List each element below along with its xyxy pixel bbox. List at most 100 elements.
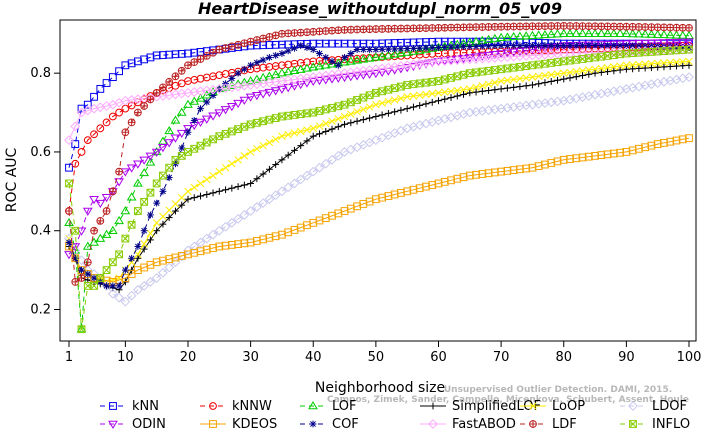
x-tick-label: 60 (430, 350, 447, 365)
data-point (434, 179, 443, 188)
data-point (158, 267, 168, 278)
data-point (370, 52, 381, 61)
data-point (309, 218, 318, 227)
data-point (233, 99, 243, 109)
x-tick-label: 50 (368, 350, 385, 365)
data-point (178, 144, 186, 152)
data-point (132, 284, 143, 295)
data-point (114, 292, 125, 303)
data-point (102, 79, 111, 87)
data-point (666, 63, 674, 70)
data-point (328, 117, 336, 125)
data-point (126, 290, 137, 301)
data-point (584, 54, 593, 63)
data-point (508, 48, 519, 57)
data-point (147, 236, 154, 244)
data-point (672, 58, 681, 66)
data-point (202, 138, 211, 147)
data-point (584, 152, 593, 161)
data-point (566, 74, 574, 82)
data-point (334, 61, 342, 69)
data-point (278, 29, 286, 38)
data-point (409, 185, 418, 194)
data-point (83, 281, 92, 290)
data-point (272, 161, 280, 168)
data-point (190, 48, 199, 57)
data-point (220, 221, 231, 232)
x-tick-label: 10 (117, 350, 134, 365)
data-point (428, 98, 436, 106)
data-point (321, 27, 330, 35)
data-point (152, 258, 161, 267)
data-point (327, 154, 337, 165)
data-point (672, 46, 681, 55)
data-point (95, 199, 106, 209)
data-point (114, 215, 124, 225)
data-point (652, 39, 663, 48)
data-point (622, 49, 631, 58)
data-point (489, 33, 500, 42)
data-point (128, 254, 136, 262)
data-point (378, 87, 387, 96)
data-point (334, 123, 342, 131)
data-point (616, 148, 625, 157)
x-tick-label: 30 (242, 350, 259, 365)
data-point (139, 280, 150, 291)
data-point (328, 26, 336, 35)
data-point (553, 157, 562, 166)
data-point (90, 274, 98, 282)
x-tick-label: 1 (65, 350, 73, 365)
data-point (616, 66, 624, 74)
data-point (396, 48, 406, 57)
legend-item-odin: ODIN (100, 417, 166, 432)
data-point (64, 217, 74, 227)
data-point (603, 63, 612, 72)
data-point (647, 48, 656, 56)
data-point (221, 44, 230, 52)
data-point (397, 189, 405, 197)
data-point (146, 229, 155, 238)
data-point (565, 28, 575, 38)
data-point (246, 238, 255, 247)
data-point (641, 64, 649, 72)
data-point (677, 30, 688, 39)
data-point (127, 270, 136, 278)
data-point (190, 117, 198, 124)
data-point (371, 195, 380, 204)
data-point (159, 212, 167, 221)
data-point (308, 166, 319, 177)
data-point (96, 85, 105, 93)
data-point (184, 250, 192, 259)
data-point (390, 96, 399, 104)
data-point (289, 178, 300, 189)
data-point (159, 83, 167, 92)
data-point (572, 42, 580, 50)
data-point (465, 23, 474, 32)
data-point (146, 260, 155, 269)
data-point (176, 129, 187, 139)
data-point (290, 29, 299, 37)
data-point (170, 115, 181, 124)
data-point (90, 92, 98, 101)
data-point (590, 28, 600, 38)
data-point (333, 74, 344, 83)
data-point (353, 54, 361, 63)
data-point (679, 62, 687, 70)
series-inflo (65, 45, 693, 334)
data-point (554, 76, 561, 84)
data-point (566, 42, 574, 50)
data-point (284, 111, 293, 120)
data-point (177, 151, 186, 160)
data-point (334, 209, 343, 218)
data-point (208, 112, 218, 121)
data-point (284, 228, 293, 237)
y-tick-label: 0.6 (30, 145, 51, 160)
data-point (290, 111, 299, 119)
data-point (648, 64, 655, 72)
data-point (659, 29, 669, 39)
data-point (258, 198, 269, 209)
data-point (465, 171, 474, 180)
data-point (322, 54, 330, 61)
data-point (328, 103, 336, 112)
data-point (583, 28, 594, 38)
